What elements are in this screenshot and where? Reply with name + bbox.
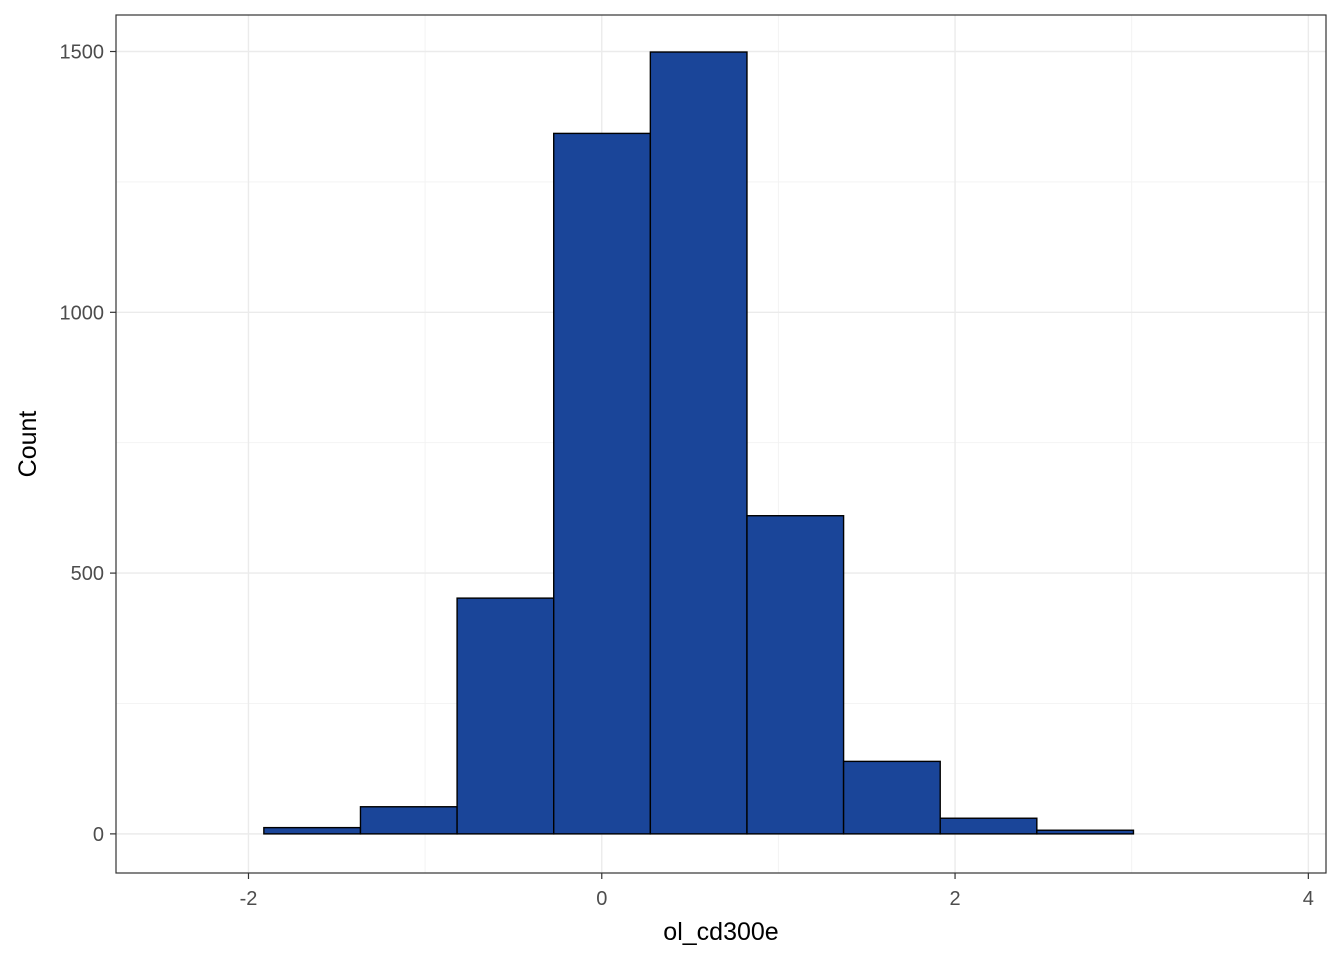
x-tick-label: 0 [596, 888, 607, 910]
histogram-bar-8 [842, 760, 941, 835]
histogram-bar-10 [1036, 829, 1135, 835]
y-tick-label: 0 [93, 824, 104, 846]
histogram-bars [263, 51, 1135, 835]
x-axis: -2 0 2 4 [240, 873, 1314, 910]
histogram-bar-4 [456, 597, 555, 835]
histogram-bar-3 [359, 806, 458, 835]
y-axis-title: Count [14, 411, 42, 478]
x-axis-title: ol_cd300e [663, 918, 778, 946]
x-tick-label: 2 [949, 888, 960, 910]
x-tick-label: 4 [1303, 888, 1314, 910]
y-tick-label: 500 [71, 563, 104, 585]
histogram-bar-2 [263, 826, 362, 835]
x-tick-label: -2 [240, 888, 258, 910]
histogram-bar-6 [649, 51, 748, 835]
y-axis: 0 500 1000 1500 [60, 42, 116, 846]
histogram-bar-9 [939, 817, 1038, 835]
histogram-bar-7 [746, 515, 845, 835]
histogram-bar-5 [553, 132, 652, 835]
y-tick-label: 1500 [60, 42, 105, 64]
panel-border [115, 14, 1327, 874]
y-tick-label: 1000 [60, 302, 105, 324]
